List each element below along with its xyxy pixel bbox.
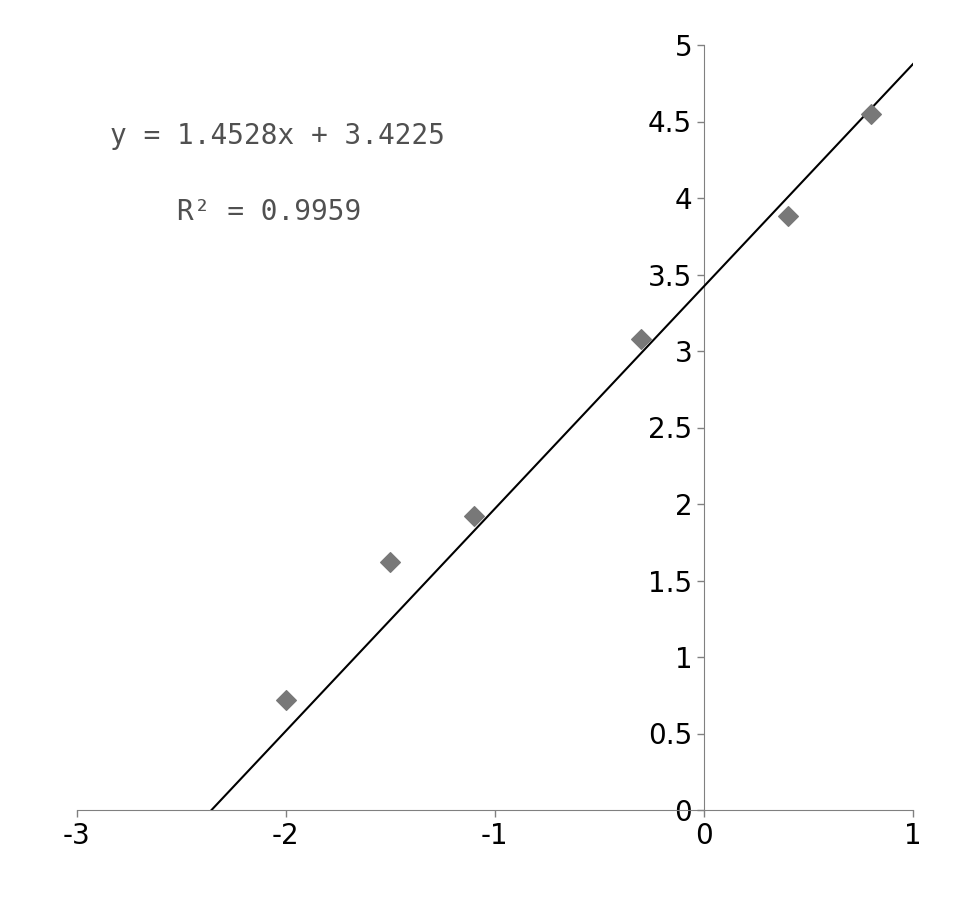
Text: y = 1.4528x + 3.4225: y = 1.4528x + 3.4225 [111, 122, 445, 149]
Point [633, 331, 649, 346]
Point [466, 509, 481, 524]
Text: R² = 0.9959: R² = 0.9959 [177, 198, 361, 226]
Point [279, 693, 294, 707]
Point [382, 555, 398, 570]
Point [780, 209, 796, 223]
Point [864, 107, 879, 122]
